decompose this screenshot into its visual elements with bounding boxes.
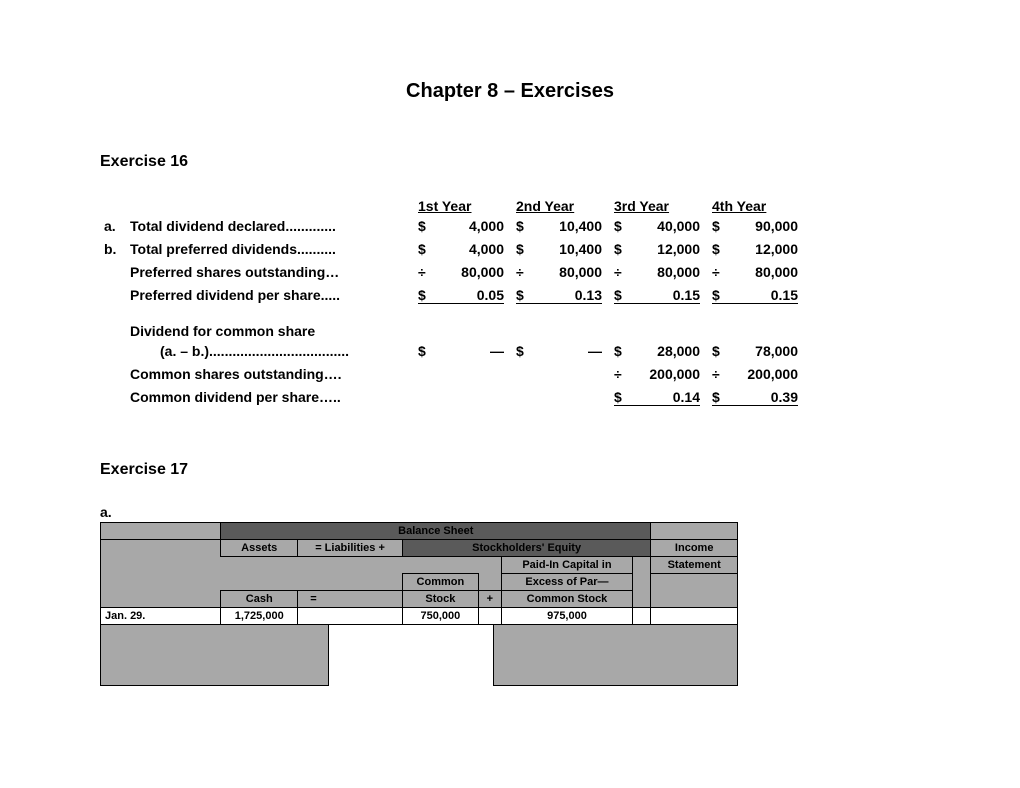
eq-sign: = [298,591,403,608]
exercise-17-title: Exercise 17 [100,461,920,479]
common-label: Common [402,574,478,591]
chapter-title: Chapter 8 – Exercises [100,80,920,103]
bottom-decorative-row [100,625,738,686]
paidin-value: 975,000 [501,608,633,625]
stockholders-equity-header: Stockholders' Equity [402,540,651,557]
statement-header: Statement [651,557,738,574]
eq-liab-header: = Liabilities + [298,540,403,557]
balance-sheet-header: Balance Sheet [221,523,651,540]
paidin-line1: Paid-In Capital in [501,557,633,574]
assets-header: Assets [221,540,298,557]
cash-label: Cash [221,591,298,608]
stock-label: Stock [402,591,478,608]
stock-value: 750,000 [402,608,478,625]
exercise-17-sub: a. [100,504,920,520]
income-header: Income [651,540,738,557]
paidin-line3: Common Stock [501,591,633,608]
exercise-16-table: 1st Year2nd Year3rd Year4th Yeara.Total … [100,196,806,411]
balance-sheet-table: Balance Sheet Assets = Liabilities + Sto… [100,522,738,625]
plus-sign: + [478,591,501,608]
paidin-line2: Excess of Par— [501,574,633,591]
exercise-16-title: Exercise 16 [100,153,920,171]
cash-value: 1,725,000 [221,608,298,625]
date-cell: Jan. 29. [101,608,221,625]
document-page: Chapter 8 – Exercises Exercise 16 1st Ye… [0,0,1020,726]
